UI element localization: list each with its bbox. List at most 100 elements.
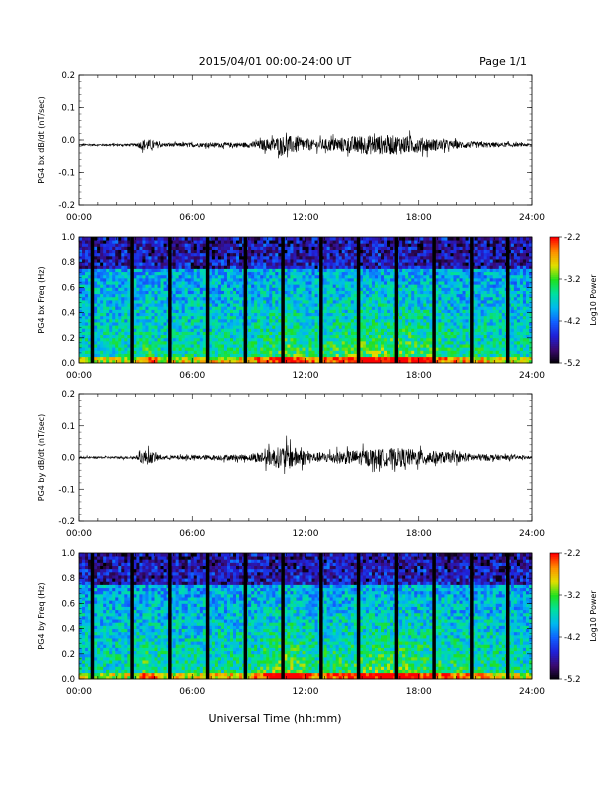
spectrogram-cell — [335, 303, 340, 307]
spectrogram-cell — [305, 353, 309, 358]
spectrogram-cell — [420, 337, 424, 342]
spectrogram-cell — [293, 246, 297, 250]
spectrogram-cell — [305, 334, 309, 339]
spectrogram-cell — [145, 237, 149, 241]
spectrogram-cell — [160, 262, 164, 266]
spectrogram-cell — [127, 290, 131, 295]
spectrogram-cell — [172, 318, 177, 323]
spectrogram-cell — [214, 359, 219, 364]
spectrogram-cell — [335, 284, 340, 288]
spectrogram-cell — [233, 287, 237, 291]
spectrogram-cell — [94, 356, 98, 361]
spectrogram-cell — [390, 306, 394, 310]
spectrogram-cell — [251, 271, 255, 276]
spectrogram-cell — [296, 277, 300, 282]
spectrogram-cell — [85, 284, 89, 288]
spectrogram-cell — [82, 331, 86, 336]
spectrogram-cell — [148, 359, 152, 364]
spectrogram-cell — [157, 306, 161, 310]
spectrogram-cell — [151, 237, 155, 241]
spectrogram-cell — [187, 309, 192, 313]
spectrogram-cell — [411, 318, 415, 323]
spectrogram-cell — [329, 240, 334, 244]
spectrogram-cell — [226, 293, 231, 298]
spectrogram-cell — [100, 334, 104, 339]
spectrogram-cell — [139, 334, 143, 339]
spectrogram-cell — [429, 243, 433, 247]
spectrogram-cell — [233, 337, 237, 342]
spectrogram-cell — [293, 325, 297, 329]
spectrogram-cell — [148, 240, 152, 244]
spectrogram-cell — [314, 350, 318, 354]
spectrogram-cell — [118, 237, 122, 241]
spectrogram-cell — [438, 265, 442, 269]
spectrogram-cell — [302, 274, 306, 279]
spectrogram-cell — [160, 240, 164, 244]
spectrogram-cell — [136, 340, 140, 345]
spectrogram-cell — [136, 281, 140, 285]
spectrogram-cell — [233, 281, 237, 285]
spectrogram-cell — [308, 240, 312, 244]
spectrogram-cell — [100, 277, 104, 282]
spectrogram-cell — [426, 309, 430, 313]
spectrogram-cell — [426, 246, 430, 250]
spectrogram-cell — [374, 246, 379, 250]
spectrogram-cell — [172, 290, 177, 295]
spectrogram-cell — [106, 331, 110, 336]
spectrogram-cell — [184, 259, 189, 263]
spectrogram-cell — [441, 277, 445, 282]
spectrogram-cell — [332, 287, 337, 291]
spectrogram-cell — [272, 296, 276, 301]
spectrogram-cell — [248, 306, 252, 310]
spectrogram-cell — [350, 274, 355, 279]
spectrogram-cell — [88, 315, 92, 320]
spectrogram-cell — [202, 287, 207, 291]
spectrogram-cell — [290, 243, 294, 247]
spectrogram-cell — [103, 300, 107, 304]
spectrogram-cell — [302, 350, 306, 354]
spectrogram-cell — [368, 359, 373, 364]
spectrogram-cell — [374, 347, 379, 351]
spectrogram-cell — [88, 237, 92, 241]
spectrogram-cell — [109, 315, 113, 320]
spectrogram-cell — [305, 356, 309, 361]
spectrogram-cell — [124, 344, 128, 348]
spectrogram-cell — [384, 252, 388, 257]
spectrogram-cell — [97, 322, 101, 326]
spectrogram-cell — [175, 284, 180, 288]
spectrogram-cell — [420, 300, 424, 304]
spectrogram-cell — [290, 274, 294, 279]
spectrogram-cell — [208, 274, 213, 279]
spectrogram-cell — [260, 281, 264, 285]
spectrogram-cell — [202, 328, 207, 332]
spectrogram-cell — [94, 296, 98, 301]
spectrogram-cell — [293, 271, 297, 276]
spectrogram-cell — [390, 281, 394, 285]
spectrogram-cell — [82, 337, 86, 342]
spectrogram-cell — [236, 309, 240, 313]
spectrogram-cell — [326, 356, 331, 361]
spectrogram-cell — [127, 287, 131, 291]
spectrogram-cell — [236, 359, 240, 364]
spectrogram-cell — [257, 328, 261, 332]
spectrogram-cell — [414, 246, 418, 250]
spectrogram-cell — [154, 277, 158, 282]
spectrogram-cell — [353, 255, 358, 260]
spectrogram-cell — [435, 287, 439, 291]
spectrogram-cell — [202, 252, 207, 257]
spectrogram-cell — [441, 322, 445, 326]
spectrogram-cell — [350, 318, 355, 323]
spectrogram-cell — [347, 331, 352, 336]
spectrogram-cell — [196, 274, 201, 279]
spectrogram-cell — [405, 277, 409, 282]
spectrogram-cell — [230, 356, 234, 361]
spectrogram-cell — [435, 353, 439, 358]
spectrogram-cell — [374, 287, 379, 291]
spectrogram-cell — [217, 237, 222, 241]
spectrogram-cell — [121, 293, 125, 298]
spectrogram-cell — [272, 306, 276, 310]
spectrogram-cell — [441, 271, 445, 276]
spectrogram-cell — [193, 331, 198, 336]
spectrogram-cell — [226, 284, 231, 288]
